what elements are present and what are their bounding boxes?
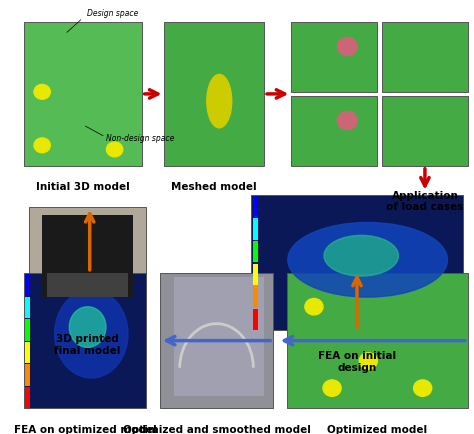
Ellipse shape (324, 235, 399, 276)
Bar (173, 277, 264, 396)
Text: Optimized and smoothed model: Optimized and smoothed model (123, 425, 310, 434)
Circle shape (34, 138, 50, 153)
Text: Application
of load cases: Application of load cases (386, 191, 464, 212)
Ellipse shape (288, 223, 447, 297)
Text: Non-design space: Non-design space (106, 134, 174, 143)
Circle shape (323, 380, 341, 396)
Bar (26, 387, 30, 408)
Bar (24, 22, 142, 166)
Bar (253, 286, 258, 308)
Bar (26, 365, 30, 386)
Bar (26, 296, 30, 318)
Text: 3D printed
final model: 3D printed final model (54, 335, 121, 356)
Bar (251, 195, 464, 330)
Ellipse shape (69, 307, 106, 347)
Bar (42, 215, 133, 297)
Bar (292, 96, 377, 166)
Bar (382, 96, 468, 166)
Bar (28, 207, 146, 314)
Bar (253, 218, 258, 240)
Bar (382, 22, 468, 92)
Circle shape (337, 37, 357, 56)
Bar (253, 196, 258, 217)
Bar (26, 342, 30, 363)
Circle shape (337, 112, 357, 129)
Bar (253, 241, 258, 263)
Text: Design space: Design space (87, 9, 139, 18)
Bar (26, 319, 30, 341)
Bar (26, 274, 30, 296)
Text: Initial 3D model: Initial 3D model (36, 182, 130, 192)
Bar (164, 22, 264, 166)
Bar (253, 263, 258, 285)
Text: Optimized model: Optimized model (328, 425, 428, 434)
Bar (292, 22, 377, 92)
Ellipse shape (55, 290, 128, 378)
Circle shape (34, 85, 50, 99)
Circle shape (359, 353, 377, 369)
Circle shape (305, 299, 323, 315)
Bar (46, 273, 128, 297)
Circle shape (414, 380, 432, 396)
Bar (24, 273, 146, 408)
Bar (253, 309, 258, 330)
Text: FEA on initial
design: FEA on initial design (318, 351, 396, 372)
Text: FEA on optimized model: FEA on optimized model (14, 425, 156, 434)
Bar (287, 273, 468, 408)
Ellipse shape (207, 74, 232, 128)
Bar (160, 273, 273, 408)
Circle shape (107, 142, 123, 157)
Text: Meshed model: Meshed model (172, 182, 257, 192)
